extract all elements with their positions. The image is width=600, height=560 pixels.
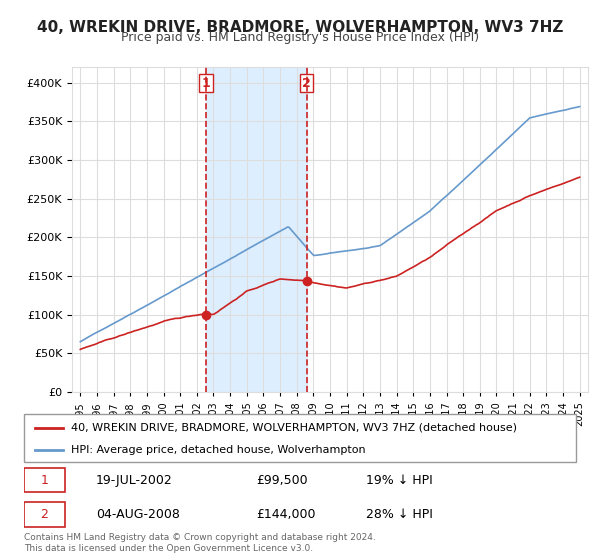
Text: £99,500: £99,500: [256, 474, 307, 487]
Text: 04-AUG-2008: 04-AUG-2008: [96, 508, 179, 521]
Text: Price paid vs. HM Land Registry's House Price Index (HPI): Price paid vs. HM Land Registry's House …: [121, 31, 479, 44]
Text: 2: 2: [40, 508, 49, 521]
Text: 19-JUL-2002: 19-JUL-2002: [96, 474, 173, 487]
Text: 28% ↓ HPI: 28% ↓ HPI: [366, 508, 433, 521]
FancyBboxPatch shape: [24, 414, 576, 462]
FancyBboxPatch shape: [24, 502, 65, 526]
Bar: [206, 67, 307, 392]
Text: 40, WREKIN DRIVE, BRADMORE, WOLVERHAMPTON, WV3 7HZ: 40, WREKIN DRIVE, BRADMORE, WOLVERHAMPTO…: [37, 20, 563, 35]
Text: 2: 2: [302, 77, 311, 90]
Text: £144,000: £144,000: [256, 508, 316, 521]
Text: HPI: Average price, detached house, Wolverhampton: HPI: Average price, detached house, Wolv…: [71, 445, 365, 455]
Text: Contains HM Land Registry data © Crown copyright and database right 2024.
This d: Contains HM Land Registry data © Crown c…: [24, 533, 376, 553]
Text: 1: 1: [40, 474, 49, 487]
Text: 1: 1: [202, 77, 210, 90]
Text: 19% ↓ HPI: 19% ↓ HPI: [366, 474, 433, 487]
Text: 40, WREKIN DRIVE, BRADMORE, WOLVERHAMPTON, WV3 7HZ (detached house): 40, WREKIN DRIVE, BRADMORE, WOLVERHAMPTO…: [71, 423, 517, 433]
FancyBboxPatch shape: [24, 468, 65, 492]
